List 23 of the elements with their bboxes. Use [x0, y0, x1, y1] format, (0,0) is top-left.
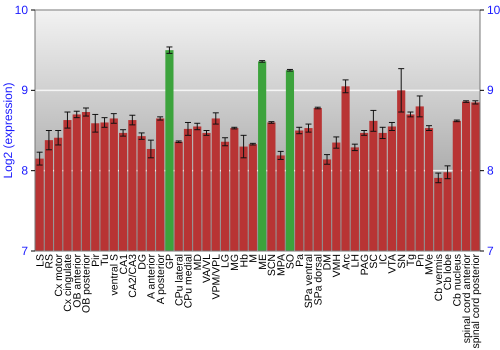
x-tick-label: CA1	[118, 254, 130, 274]
y-tick-label: 7	[21, 244, 28, 258]
x-tick-label: Tg	[405, 254, 418, 266]
x-tick-label: RS	[44, 254, 56, 269]
y2-tick-label: 8	[487, 164, 494, 178]
x-tick-label: Arc	[340, 254, 352, 270]
x-tick-label: Hb	[238, 254, 250, 268]
x-tick-label: SPa dorsal	[312, 254, 324, 306]
x-tick-label: MG	[229, 254, 241, 271]
y-tick-label: 10	[14, 2, 28, 17]
y2-tick-label: 10	[487, 2, 500, 17]
y2-tick-label: 9	[487, 83, 494, 98]
x-tick-label: LG	[220, 254, 232, 268]
x-tick-label: spinal cord posterior	[470, 253, 482, 349]
y-tick-label: 9	[21, 83, 28, 98]
x-tick-label: spinal cord anterior	[460, 253, 473, 344]
x-tick-label: Cb lobe	[442, 254, 454, 290]
x-tick-label: GP	[164, 254, 176, 270]
x-tick-label: Cb nucleus	[452, 254, 464, 307]
x-tick-label: LS	[34, 254, 46, 267]
y-tick-label: 8	[21, 164, 28, 178]
y2-tick-label: 7	[487, 244, 494, 258]
y-axis-title: Log2 (expression)	[1, 82, 15, 179]
